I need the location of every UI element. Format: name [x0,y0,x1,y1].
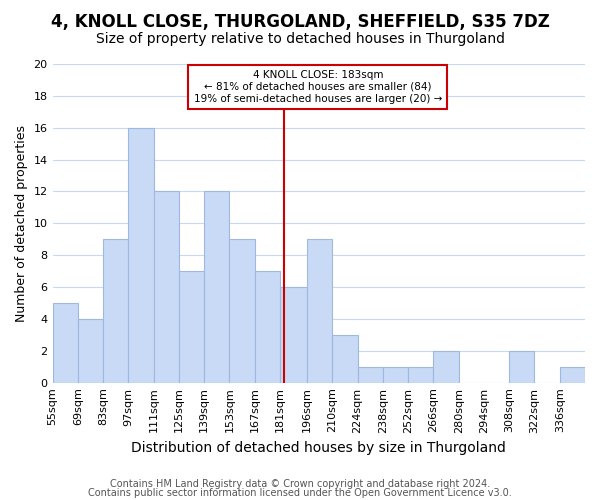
Text: Contains public sector information licensed under the Open Government Licence v3: Contains public sector information licen… [88,488,512,498]
Bar [128,128,154,382]
Bar [154,192,179,382]
Bar [78,319,103,382]
X-axis label: Distribution of detached houses by size in Thurgoland: Distribution of detached houses by size … [131,441,506,455]
Bar [560,366,585,382]
Text: 4 KNOLL CLOSE: 183sqm
← 81% of detached houses are smaller (84)
19% of semi-deta: 4 KNOLL CLOSE: 183sqm ← 81% of detached … [194,70,442,104]
Bar [408,366,433,382]
Bar [509,351,535,382]
Text: Contains HM Land Registry data © Crown copyright and database right 2024.: Contains HM Land Registry data © Crown c… [110,479,490,489]
Bar [204,192,229,382]
Bar [179,271,204,382]
Text: 4, KNOLL CLOSE, THURGOLAND, SHEFFIELD, S35 7DZ: 4, KNOLL CLOSE, THURGOLAND, SHEFFIELD, S… [50,12,550,30]
Bar [254,271,280,382]
Bar [332,335,358,382]
Bar [229,240,254,382]
Bar [358,366,383,382]
Y-axis label: Number of detached properties: Number of detached properties [15,125,28,322]
Text: Size of property relative to detached houses in Thurgoland: Size of property relative to detached ho… [95,32,505,46]
Bar [53,303,78,382]
Bar [307,240,332,382]
Bar [280,287,307,382]
Bar [103,240,128,382]
Bar [433,351,458,382]
Bar [383,366,408,382]
